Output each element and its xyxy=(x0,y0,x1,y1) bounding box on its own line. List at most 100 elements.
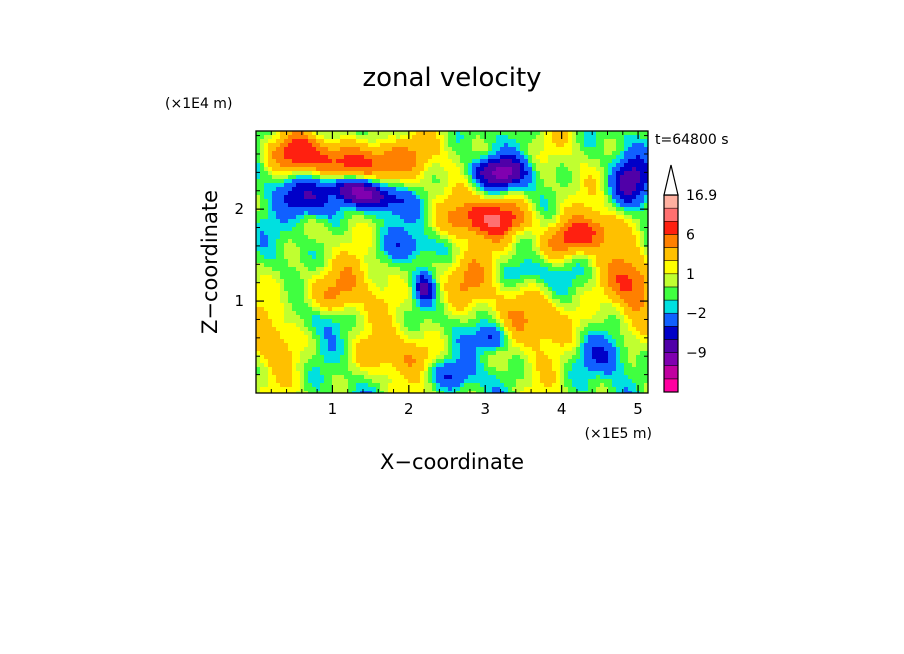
heatmap-cell xyxy=(580,143,585,148)
heatmap-cell xyxy=(584,223,589,228)
heatmap-cell xyxy=(400,311,405,316)
heatmap-cell xyxy=(420,187,425,192)
heatmap-cell xyxy=(412,267,417,272)
heatmap-cell xyxy=(632,195,637,200)
heatmap-cell xyxy=(472,271,477,276)
heatmap-cell xyxy=(336,235,341,240)
heatmap-cell xyxy=(324,151,329,156)
heatmap-cell xyxy=(504,279,509,284)
heatmap-cell xyxy=(536,319,541,324)
heatmap-cell xyxy=(512,303,517,308)
heatmap-cell xyxy=(348,255,353,260)
heatmap-cell xyxy=(564,215,569,220)
heatmap-cell xyxy=(296,235,301,240)
heatmap-cell xyxy=(280,151,285,156)
heatmap-cell xyxy=(568,211,573,216)
heatmap-cell xyxy=(288,191,293,196)
heatmap-cell xyxy=(620,275,625,280)
heatmap-cell xyxy=(264,283,269,288)
heatmap-cell xyxy=(488,279,493,284)
heatmap-cell xyxy=(448,295,453,300)
heatmap-cell xyxy=(312,195,317,200)
heatmap-cell xyxy=(512,287,517,292)
heatmap-cell xyxy=(380,211,385,216)
heatmap-cell xyxy=(500,307,505,312)
heatmap-cell xyxy=(320,299,325,304)
heatmap-cell xyxy=(256,187,261,192)
heatmap-cell xyxy=(324,143,329,148)
heatmap-cell xyxy=(632,299,637,304)
heatmap-cell xyxy=(316,239,321,244)
heatmap-cell xyxy=(520,243,525,248)
heatmap-cell xyxy=(492,163,497,168)
heatmap-cell xyxy=(564,159,569,164)
heatmap-cell xyxy=(500,211,505,216)
heatmap-cell xyxy=(420,195,425,200)
heatmap-cell xyxy=(400,271,405,276)
heatmap-cell xyxy=(492,311,497,316)
heatmap-cell xyxy=(436,255,441,260)
heatmap-cell xyxy=(576,155,581,160)
heatmap-cell xyxy=(448,247,453,252)
heatmap-cell xyxy=(444,167,449,172)
heatmap-cell xyxy=(616,143,621,148)
heatmap-cell xyxy=(484,307,489,312)
heatmap-cell xyxy=(396,211,401,216)
heatmap-cell xyxy=(400,215,405,220)
heatmap-cell xyxy=(376,315,381,320)
heatmap-cell xyxy=(556,187,561,192)
heatmap-cell xyxy=(272,215,277,220)
heatmap-cell xyxy=(308,247,313,252)
heatmap-cell xyxy=(268,175,273,180)
heatmap-cell xyxy=(444,235,449,240)
heatmap-cell xyxy=(288,251,293,256)
heatmap-cell xyxy=(504,215,509,220)
heatmap-cell xyxy=(276,263,281,268)
heatmap-cell xyxy=(608,311,613,316)
heatmap-cell xyxy=(348,267,353,272)
heatmap-cell xyxy=(300,315,305,320)
heatmap-cell xyxy=(512,199,517,204)
heatmap-cell xyxy=(520,191,525,196)
heatmap-cell xyxy=(424,235,429,240)
heatmap-cell xyxy=(464,167,469,172)
heatmap-cell xyxy=(552,259,557,264)
heatmap-cell xyxy=(404,247,409,252)
heatmap-cell xyxy=(416,131,421,136)
heatmap-cell xyxy=(432,311,437,316)
heatmap-cell xyxy=(320,215,325,220)
heatmap-cell xyxy=(600,247,605,252)
heatmap-cell xyxy=(548,259,553,264)
heatmap-cell xyxy=(380,255,385,260)
heatmap-cell xyxy=(624,291,629,296)
heatmap-cell xyxy=(368,215,373,220)
heatmap-cell xyxy=(300,143,305,148)
heatmap-cell xyxy=(632,219,637,224)
heatmap-cell xyxy=(564,311,569,316)
heatmap-cell xyxy=(572,247,577,252)
heatmap-cell xyxy=(288,227,293,232)
heatmap-cell xyxy=(480,235,485,240)
heatmap-cell xyxy=(432,327,437,332)
heatmap-cell xyxy=(320,183,325,188)
heatmap-cell xyxy=(308,235,313,240)
heatmap-cell xyxy=(264,271,269,276)
heatmap-cell xyxy=(640,239,645,244)
heatmap-cell xyxy=(488,331,493,336)
heatmap-cell xyxy=(592,139,597,144)
heatmap-cell xyxy=(592,199,597,204)
heatmap-cell xyxy=(532,299,537,304)
heatmap-cell xyxy=(344,291,349,296)
heatmap-cell xyxy=(504,187,509,192)
heatmap-cell xyxy=(532,263,537,268)
heatmap-cell xyxy=(512,131,517,136)
heatmap-cell xyxy=(324,167,329,172)
heatmap-cell xyxy=(256,147,261,152)
heatmap-cell xyxy=(288,143,293,148)
heatmap-cell xyxy=(316,191,321,196)
heatmap-cell xyxy=(392,287,397,292)
heatmap-cell xyxy=(576,131,581,136)
heatmap-cell xyxy=(500,311,505,316)
heatmap-cell xyxy=(428,259,433,264)
heatmap-cell xyxy=(300,267,305,272)
